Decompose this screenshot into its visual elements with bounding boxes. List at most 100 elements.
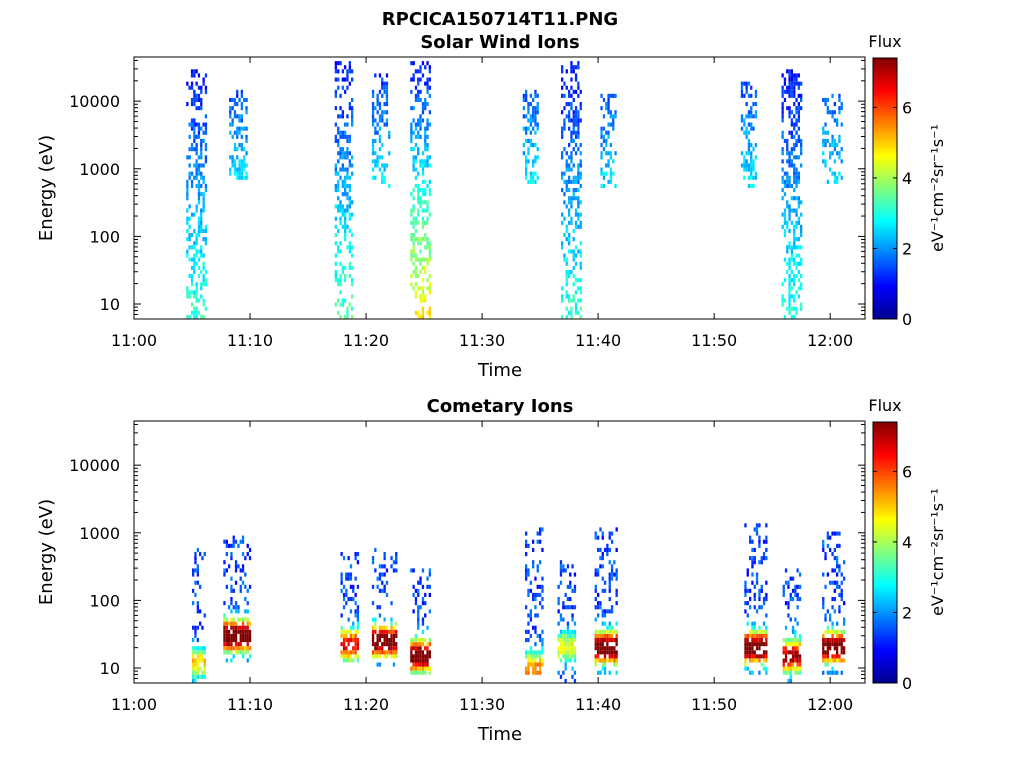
heatmap-cell: [351, 314, 354, 319]
heatmap-cell: [188, 224, 191, 229]
heatmap-cell: [534, 613, 537, 618]
heatmap-cell: [197, 85, 201, 90]
heatmap-cell: [196, 650, 199, 655]
heatmap-cell: [371, 638, 375, 643]
heatmap-cell: [337, 114, 340, 119]
heatmap-cell: [843, 658, 846, 663]
heatmap-cell: [607, 134, 610, 139]
heatmap-cell: [202, 163, 205, 168]
heatmap-cell: [559, 572, 563, 577]
heatmap-cell: [202, 175, 205, 180]
heatmap-cell: [822, 642, 825, 647]
heatmap-cell: [385, 638, 389, 643]
heatmap-cell: [840, 642, 843, 647]
heatmap-cell: [410, 642, 413, 647]
heatmap-cell: [608, 629, 611, 634]
heatmap-cell: [783, 228, 787, 233]
heatmap-cell: [572, 196, 575, 201]
heatmap-cell: [188, 155, 191, 160]
heatmap-cell: [426, 183, 429, 188]
heatmap-cell: [795, 237, 798, 242]
heatmap-cell: [831, 134, 834, 139]
heatmap-cell: [755, 609, 759, 614]
heatmap-cell: [339, 175, 342, 180]
heatmap-cell: [232, 605, 235, 610]
heatmap-cell: [789, 576, 792, 581]
heatmap-cell: [760, 638, 763, 643]
heatmap-cell: [579, 159, 582, 164]
heatmap-cell: [428, 245, 431, 250]
heatmap-cell: [609, 175, 612, 180]
heatmap-cell: [577, 188, 580, 193]
heatmap-cell: [337, 249, 340, 254]
heatmap-cell: [790, 257, 793, 262]
heatmap-cell: [419, 294, 422, 299]
heatmap-cell: [421, 179, 425, 184]
heatmap-cell: [371, 122, 375, 127]
heatmap-cell: [196, 670, 199, 675]
heatmap-cell: [388, 183, 391, 188]
heatmap-cell: [348, 159, 351, 164]
heatmap-cell: [390, 617, 393, 622]
heatmap-cell: [341, 69, 344, 74]
heatmap-cell: [412, 592, 415, 597]
heatmap-cell: [381, 564, 384, 569]
heatmap-cell: [410, 274, 413, 279]
heatmap-cell: [790, 73, 793, 78]
heatmap-cell: [539, 650, 542, 655]
heatmap-cell: [346, 73, 349, 78]
heatmap-cell: [197, 265, 201, 270]
heatmap-cell: [383, 654, 386, 659]
heatmap-cell: [238, 171, 241, 176]
heatmap-cell: [796, 642, 799, 647]
heatmap-cell: [541, 597, 544, 602]
heatmap-cell: [564, 642, 567, 647]
heatmap-cell: [340, 650, 343, 655]
heatmap-cell: [424, 159, 427, 164]
heatmap-cell: [236, 134, 239, 139]
heatmap-cell: [610, 564, 614, 569]
heatmap-cell: [569, 658, 572, 663]
heatmap-cell: [765, 539, 768, 544]
heatmap-cell: [570, 118, 573, 123]
heatmap-cell: [605, 130, 608, 135]
heatmap-cell: [750, 167, 753, 172]
heatmap-cell: [564, 658, 567, 663]
heatmap-cell: [529, 662, 532, 667]
heatmap-cell: [340, 552, 343, 557]
heatmap-cell: [838, 106, 841, 111]
y-tick-label: 10000: [69, 456, 120, 475]
heatmap-cell: [793, 241, 796, 246]
heatmap-cell: [340, 576, 343, 581]
heatmap-cell: [568, 175, 571, 180]
heatmap-cell: [339, 167, 342, 172]
heatmap-cell: [525, 666, 528, 671]
heatmap-cell: [381, 114, 384, 119]
heatmap-cell: [829, 646, 832, 651]
heatmap-cell: [612, 171, 615, 176]
heatmap-cell: [337, 159, 340, 164]
heatmap-cell: [381, 118, 384, 123]
heatmap-cell: [561, 241, 564, 246]
heatmap-cell: [374, 654, 377, 659]
heatmap-cell: [241, 621, 245, 626]
heatmap-cell: [750, 114, 753, 119]
heatmap-cell: [414, 175, 418, 180]
heatmap-cell: [793, 261, 796, 266]
heatmap-cell: [597, 633, 600, 638]
heatmap-cell: [789, 638, 792, 643]
heatmap-cell: [599, 642, 602, 647]
heatmap-cell: [612, 114, 615, 119]
heatmap-cell: [800, 257, 803, 262]
heatmap-cell: [245, 106, 248, 111]
heatmap-cell: [239, 617, 242, 622]
heatmap-cell: [193, 69, 196, 74]
heatmap-cell: [374, 159, 377, 164]
heatmap-cell: [356, 654, 360, 659]
heatmap-cell: [197, 224, 201, 229]
heatmap-cell: [594, 642, 597, 647]
heatmap-cell: [788, 77, 791, 82]
heatmap-cell: [527, 662, 530, 667]
heatmap-cell: [740, 93, 744, 98]
heatmap-cell: [233, 167, 237, 172]
